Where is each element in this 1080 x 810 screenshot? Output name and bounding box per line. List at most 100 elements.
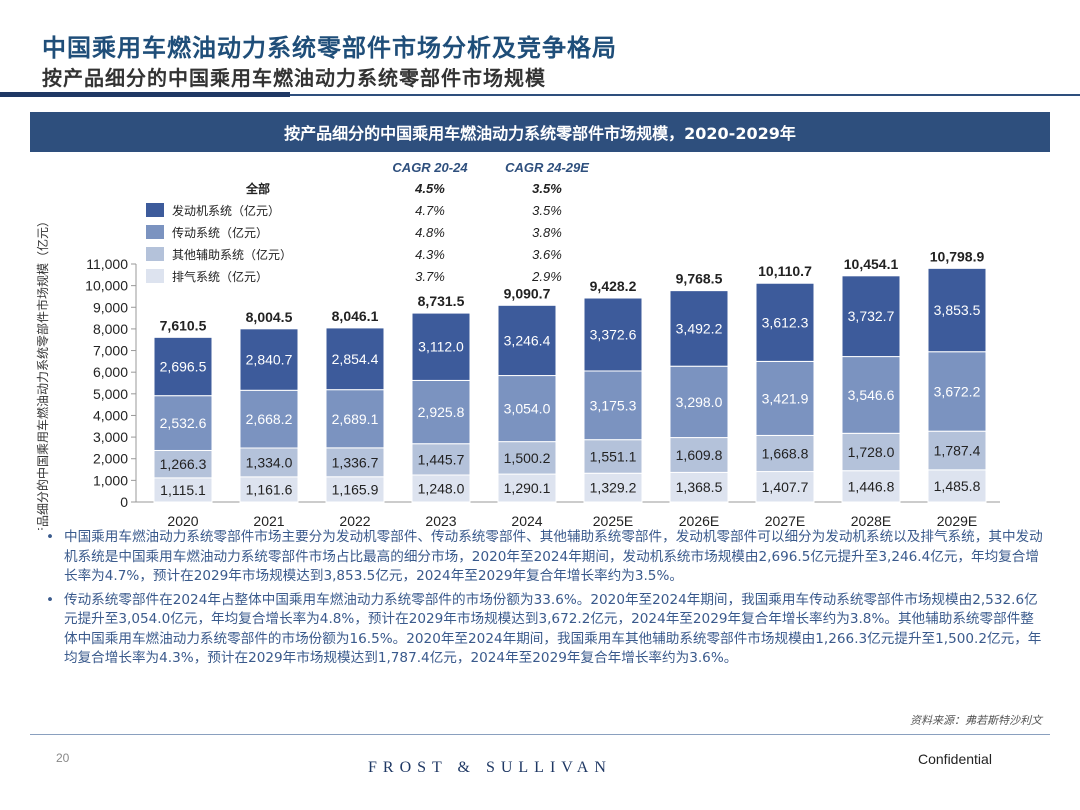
bar-segment — [927, 351, 987, 432]
bar-segment — [755, 471, 815, 503]
data-label: 3,546.6 — [848, 387, 895, 403]
page-number: 20 — [56, 751, 70, 765]
data-label: 3,672.2 — [934, 383, 981, 399]
bar-segment — [583, 370, 643, 441]
legend-cagr-value: 4.5% — [414, 181, 445, 196]
bar-segment — [239, 328, 299, 391]
bar-segment — [927, 469, 987, 503]
x-tick-label: 2022 — [339, 513, 370, 529]
data-label: 1,161.6 — [246, 481, 293, 497]
total-label: 7,610.5 — [160, 317, 207, 333]
bar-segment — [497, 375, 557, 443]
y-tick-label: 5,000 — [93, 386, 128, 402]
footer-rule — [30, 734, 1050, 735]
data-label: 2,840.7 — [246, 352, 293, 368]
bar-segment — [153, 477, 213, 503]
legend-cagr-value: 3.5% — [532, 181, 562, 196]
total-label: 8,004.5 — [246, 309, 293, 325]
x-tick-label: 2028E — [851, 513, 891, 529]
bar-segment — [411, 379, 471, 445]
data-label: 3,492.2 — [676, 320, 723, 336]
data-label: 3,853.5 — [934, 302, 981, 318]
data-label: 3,732.7 — [848, 308, 895, 324]
data-label: 3,298.0 — [676, 394, 723, 410]
y-tick-label: 10,000 — [85, 278, 128, 294]
source-note: 资料来源：弗若斯特沙利文 — [910, 714, 1042, 727]
bar-segment — [325, 327, 385, 391]
data-label: 3,612.3 — [762, 314, 809, 330]
legend-cagr-value: 4.8% — [415, 225, 445, 240]
chart-title-banner: 按产品细分的中国乘用车燃油动力系统零部件市场规模，2020-2029年 — [30, 112, 1050, 152]
y-tick-label: 1,000 — [93, 472, 128, 488]
bar-segment — [239, 389, 299, 449]
data-label: 3,372.6 — [590, 326, 637, 342]
data-label: 1,290.1 — [504, 480, 551, 496]
x-tick-label: 2020 — [167, 513, 198, 529]
bar-segment — [497, 473, 557, 503]
data-label: 1,500.2 — [504, 450, 551, 466]
bar-segment — [669, 290, 729, 367]
bar-segment — [927, 430, 987, 471]
total-label: 10,798.9 — [930, 248, 985, 264]
data-label: 3,112.0 — [418, 339, 464, 355]
legend-cagr-value: 3.6% — [532, 247, 562, 262]
bar-segment — [153, 336, 213, 397]
data-label: 1,329.2 — [590, 480, 637, 496]
total-label: 9,428.2 — [590, 278, 637, 294]
x-tick-label: 2029E — [937, 513, 977, 529]
bar-segment — [583, 297, 643, 372]
bar-segment — [669, 437, 729, 473]
legend-swatch — [146, 247, 164, 261]
y-tick-label: 11,000 — [86, 256, 128, 272]
bar-segment — [239, 476, 299, 503]
x-tick-label: 2023 — [425, 513, 456, 529]
legend-cagr-value: 3.8% — [532, 225, 562, 240]
y-tick-label: 8,000 — [93, 321, 128, 337]
data-label: 1,336.7 — [332, 454, 379, 470]
bar-segment — [841, 356, 901, 434]
y-tick-label: 2,000 — [93, 451, 128, 467]
x-tick-label: 2024 — [511, 513, 542, 529]
data-label: 1,609.8 — [676, 447, 723, 463]
page-subtitle: 按产品细分的中国乘用车燃油动力系统零部件市场规模 — [42, 66, 546, 90]
data-label: 1,368.5 — [676, 479, 723, 495]
total-label: 8,731.5 — [418, 293, 465, 309]
data-label: 1,787.4 — [934, 443, 981, 459]
bar-segment — [669, 365, 729, 439]
data-label: 1,334.0 — [246, 454, 293, 470]
data-label: 1,485.8 — [934, 478, 981, 494]
total-label: 9,090.7 — [504, 285, 551, 301]
bar-segment — [497, 304, 557, 377]
legend-header-cagr-20-24: CAGR 20-24 — [392, 160, 468, 175]
bar-segment — [411, 312, 471, 381]
bullet-point: 中国乘用车燃油动力系统零部件市场主要分为发动机零部件、传动系统零部件、其他辅助系… — [42, 528, 1047, 587]
bar-segment — [669, 471, 729, 503]
legend-cagr-value: 3.7% — [415, 269, 445, 284]
legend-label: 发动机系统（亿元） — [172, 203, 280, 218]
x-tick-label: 2021 — [253, 513, 284, 529]
y-tick-label: 0 — [120, 494, 128, 510]
stacked-bar-chart: 按产品细分的中国乘用车燃油动力系统零部件市场规模（亿元） 0 1,000 2,000 3… — [35, 160, 1000, 530]
data-label: 3,246.4 — [504, 332, 551, 348]
bar-segment — [239, 447, 299, 478]
legend-label: 排气系统（亿元） — [172, 269, 268, 284]
legend-swatch — [146, 269, 164, 283]
bar-segment — [411, 443, 471, 476]
y-tick-label: 9,000 — [93, 299, 128, 315]
bar-segment — [325, 389, 385, 449]
data-label: 2,854.4 — [332, 351, 379, 367]
bar-segment — [841, 275, 901, 358]
data-label: 1,551.1 — [590, 448, 637, 464]
data-label: 3,054.0 — [504, 401, 551, 417]
data-label: 1,407.7 — [762, 479, 809, 495]
bar-segment — [153, 449, 213, 479]
legend-total-label: 全部 — [245, 181, 270, 196]
legend-swatch — [146, 225, 164, 239]
y-tick-label: 3,000 — [93, 429, 128, 445]
x-tick-label: 2025E — [593, 513, 633, 529]
data-label: 3,421.9 — [762, 390, 809, 406]
data-label: 1,266.3 — [160, 456, 207, 472]
y-tick-label: 6,000 — [93, 364, 128, 380]
data-label: 1,445.7 — [418, 451, 465, 467]
data-label: 2,925.8 — [418, 404, 465, 420]
